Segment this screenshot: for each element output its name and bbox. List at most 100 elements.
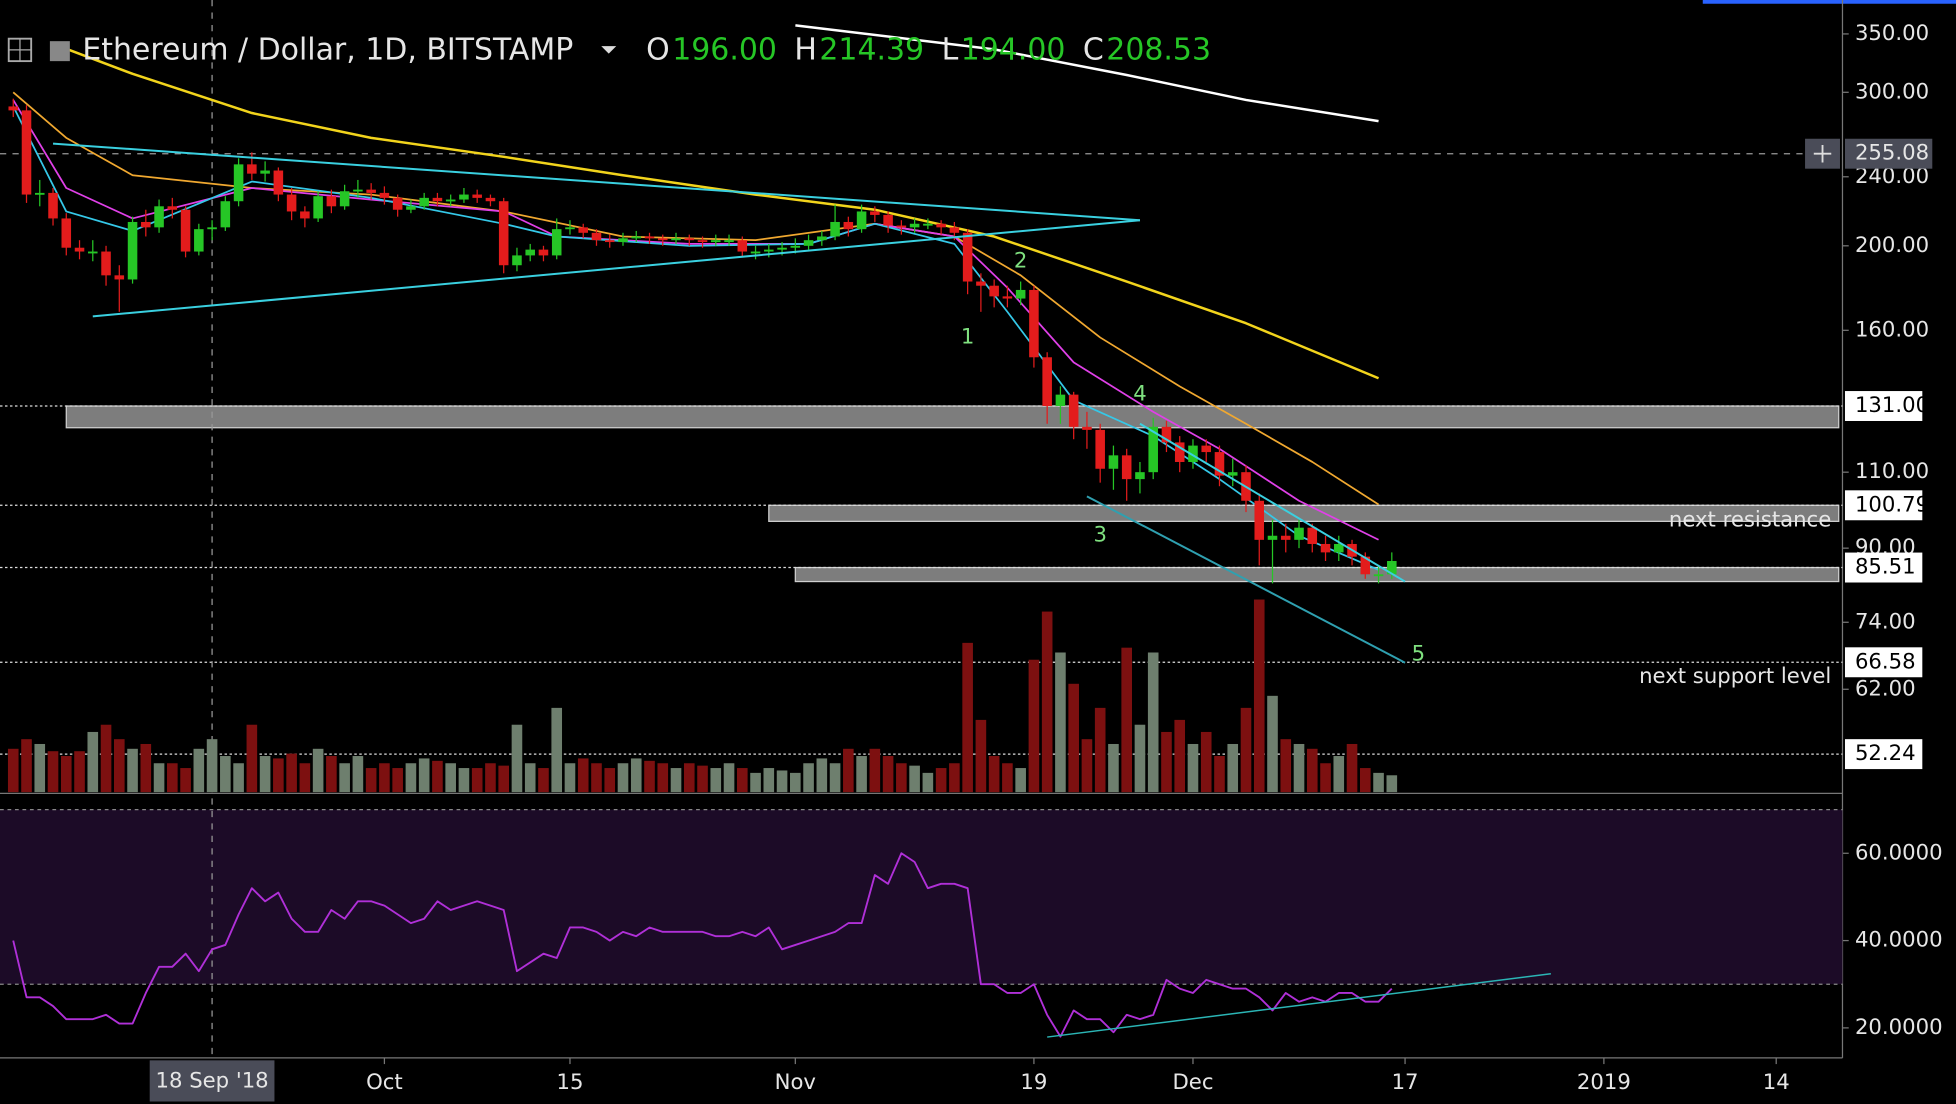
candle-body [419,197,429,207]
candle-body [843,221,854,230]
volume-bar [922,772,934,793]
candle-body [1188,445,1198,462]
candle-body [459,194,469,200]
volume-bar [1134,724,1146,793]
volume-bar [1094,707,1106,793]
volume-bar [312,748,324,793]
volume-bar [790,772,801,793]
volume-bar [206,739,218,793]
candle-body [1002,296,1013,299]
volume-bar [551,707,563,793]
volume-bar [1320,763,1331,793]
zone [794,566,1840,583]
candle-body [88,251,98,254]
candle-body [485,197,496,202]
candle-body [1174,442,1185,462]
candle-body [923,223,933,226]
candle-body [817,236,827,241]
level-label: 52.24 [1855,740,1916,765]
volume-bar [167,763,178,793]
volume-bar [1121,647,1132,793]
candle-body [21,110,32,195]
volume-bar [1293,743,1305,793]
candle-body [671,238,681,241]
dropdown-arrow[interactable] [601,46,617,54]
rsi-trendline [1047,973,1551,1038]
volume-bar [803,763,814,793]
volume-bar [1161,731,1172,793]
volume-bar [100,724,112,793]
candle-body [909,223,920,228]
x-tick-label: 15 [556,1069,583,1094]
volume-bar [1214,756,1225,793]
volume-bar [816,758,828,793]
candle-body [260,170,270,174]
volume-bar [418,758,430,793]
volume-bar [1015,768,1026,793]
volume-bar [180,768,191,793]
candle-body [525,249,535,256]
candle-body [1121,455,1132,480]
candle-body [1055,394,1066,407]
level-label: 66.58 [1855,648,1916,673]
level-label-box [1844,552,1923,583]
volume-bar [736,768,748,793]
volume-bar [339,763,350,793]
header: Ethereum / Dollar, 1D, BITSTAMP O 196.00 H… [7,33,1211,68]
volume-bar [1081,739,1093,793]
candle-body [830,221,840,237]
candle-body [48,192,58,219]
volume-bar [432,760,443,793]
volume-bar [352,756,364,793]
volume-bar [1200,731,1212,793]
volume-bar [365,768,377,793]
candle-body [538,249,549,256]
candle-body [565,227,575,230]
crosshair-x-label: 18 Sep '18 [156,1068,269,1093]
candle-body [101,251,111,276]
volume-bar [710,768,722,793]
y-tick-label: 300.00 [1855,78,1929,103]
trendline [92,219,1141,318]
volume-bar [1333,756,1345,793]
level-label-box [1844,391,1923,421]
volume-bar [683,763,695,793]
wave-label: 1 [961,323,974,348]
ohlc-value: 194.00 [961,33,1066,68]
volume-bar [829,763,841,793]
volume-bar [882,756,894,793]
trendline [1139,422,1406,583]
candle-body [61,218,72,248]
trendline [52,142,1141,222]
candle-body [618,238,628,243]
volume-bar [74,751,85,793]
volume-bar [697,765,708,793]
candle-body [406,206,416,210]
candle-body [1387,560,1397,575]
y-tick-label: 62.00 [1855,675,1916,700]
level-note: next support level [1639,663,1831,688]
volume-bar [485,763,496,793]
chart-title[interactable]: Ethereum / Dollar, 1D, BITSTAMP [82,33,573,68]
candle-body [697,240,708,243]
candle-body [1267,535,1278,540]
plot: 1 2 3 4 5 [7,24,1551,1038]
candle-body [724,240,734,243]
candle-body [591,232,602,241]
volume-bar [1306,748,1318,793]
wave-label: 2 [1014,247,1027,272]
rsi-band [0,809,1843,985]
candle-body [1095,429,1105,469]
level-label: 85.51 [1855,554,1916,579]
volume-bar [233,763,244,793]
volume-bar [1386,775,1398,793]
volume-bar [617,763,629,793]
volume-bar [856,756,867,793]
candle-body [1280,535,1291,540]
volume-bar [299,763,311,793]
x-tick-label: Oct [366,1069,403,1094]
volume-bar [1055,652,1066,793]
top-bar [1702,0,1956,4]
